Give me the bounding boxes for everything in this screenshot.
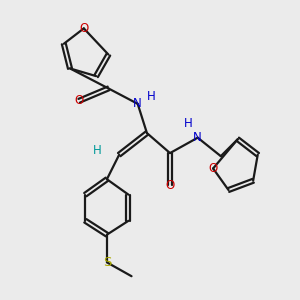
Text: S: S [103,256,111,269]
Text: N: N [133,97,142,110]
Text: O: O [79,22,88,35]
Text: H: H [147,90,156,103]
Text: N: N [193,131,202,144]
Text: O: O [165,179,175,192]
Text: H: H [184,117,193,130]
Text: O: O [75,94,84,107]
Text: O: O [208,162,218,175]
Text: H: H [93,143,102,157]
